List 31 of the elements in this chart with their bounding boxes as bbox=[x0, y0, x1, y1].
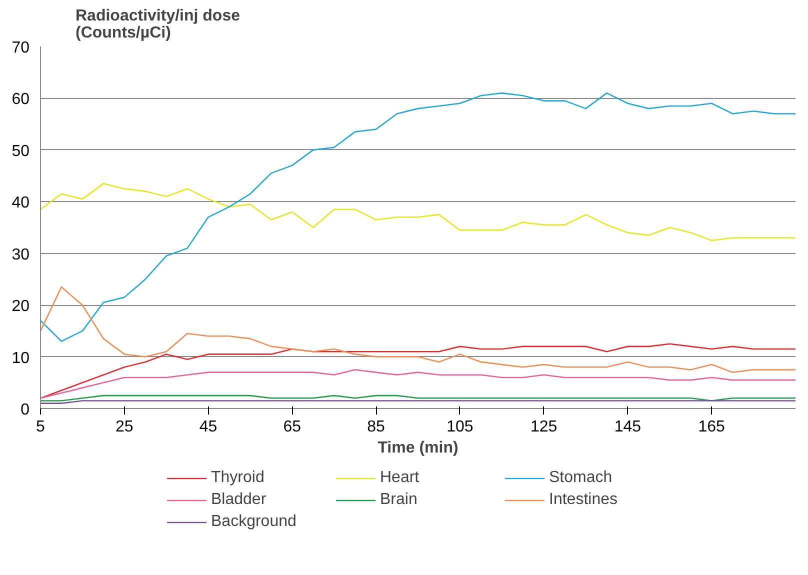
x-tick-label: 105 bbox=[446, 418, 474, 436]
x-tick-label: 145 bbox=[614, 418, 642, 436]
line-series bbox=[40, 182, 796, 242]
line-series bbox=[40, 92, 796, 342]
line-series bbox=[40, 286, 796, 373]
legend-label: Background bbox=[211, 513, 298, 531]
x-tick-label: 5 bbox=[36, 418, 46, 436]
x-tick-label: 25 bbox=[115, 418, 134, 436]
x-tick-label: 165 bbox=[698, 418, 726, 436]
x-tick-label: 85 bbox=[367, 418, 386, 436]
legend-label: Heart bbox=[380, 469, 420, 487]
legend-label: Thyroid bbox=[211, 469, 266, 487]
legend-label: Bladder bbox=[211, 491, 268, 509]
x-tick-label: 45 bbox=[199, 418, 218, 436]
y-tick-label: 30 bbox=[12, 246, 30, 264]
y-axis-title: Radioactivity/inj dose (Counts/µCi) bbox=[76, 8, 240, 42]
y-tick-label: 50 bbox=[12, 142, 30, 160]
legend-label: Stomach bbox=[549, 469, 614, 487]
y-tick-label: 20 bbox=[12, 298, 30, 316]
y-tick-label: 60 bbox=[12, 91, 30, 108]
x-tick-label: 125 bbox=[530, 418, 558, 436]
x-tick-label: 65 bbox=[283, 418, 302, 436]
y-tick-label: 10 bbox=[12, 350, 30, 367]
line-series bbox=[40, 343, 796, 399]
x-axis-title: Time (min) bbox=[378, 440, 458, 456]
y-tick-label: 0 bbox=[20, 402, 30, 418]
y-tick-label: 70 bbox=[12, 40, 30, 56]
line-series bbox=[40, 369, 796, 399]
y-tick-label: 40 bbox=[12, 194, 30, 212]
legend-label: Brain bbox=[380, 491, 418, 509]
legend-label: Intestines bbox=[549, 491, 618, 509]
